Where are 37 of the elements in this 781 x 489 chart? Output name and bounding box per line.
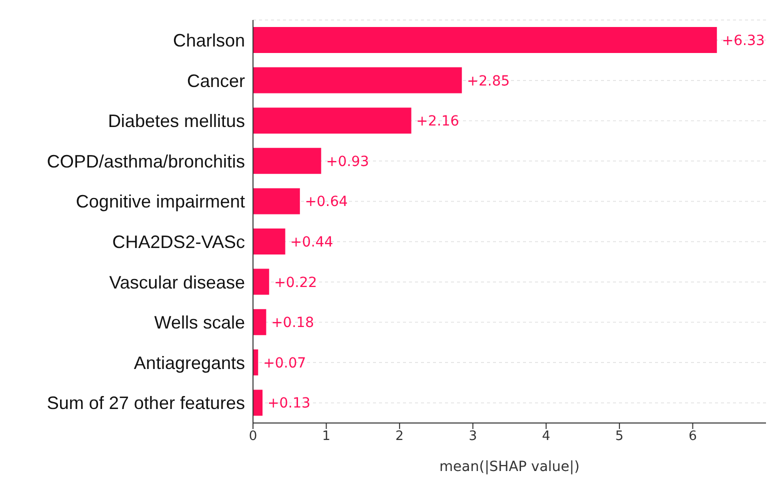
y-tick-label: Cognitive impairment	[76, 192, 245, 212]
data-label: +0.64	[304, 194, 348, 210]
bar	[253, 228, 286, 254]
x-tick-label: 6	[688, 429, 697, 444]
data-label: +0.18	[271, 315, 314, 332]
bar	[253, 108, 412, 134]
x-tick-label: 4	[542, 429, 550, 444]
y-tick-label: Sum of 27 other features	[46, 393, 245, 414]
data-label: +0.93	[326, 154, 370, 170]
x-tick-label: 3	[468, 429, 477, 444]
y-tick-label: Cancer	[186, 70, 245, 91]
y-tick-label: Diabetes mellitus	[108, 111, 245, 132]
data-label: +0.22	[274, 274, 318, 291]
y-tick-label: CHA2DS2-VASc	[112, 232, 245, 252]
x-axis-title: mean(|SHAP value|)	[439, 459, 580, 475]
y-tick-label: Vascular disease	[109, 272, 245, 292]
x-tick-label: 1	[322, 429, 330, 444]
data-label: +6.33	[722, 32, 765, 49]
bar	[253, 390, 263, 416]
bar	[253, 268, 270, 295]
y-tick-label: COPD/asthma/bronchitis	[46, 151, 245, 172]
bar	[253, 148, 322, 174]
y-tick-label: Wells scale	[154, 312, 245, 333]
bar	[253, 309, 266, 336]
bar	[253, 27, 717, 53]
data-label: +2.85	[466, 73, 510, 90]
y-tick-label: Antiagregants	[134, 352, 245, 373]
data-label: +0.44	[290, 234, 334, 250]
bar	[253, 188, 300, 214]
data-label: +0.07	[263, 355, 306, 372]
y-tick-label: Charlson	[172, 30, 245, 51]
data-label: +0.13	[268, 396, 310, 412]
data-label: +2.16	[416, 114, 460, 130]
x-tick-label: 2	[395, 429, 404, 444]
bar	[253, 67, 462, 94]
x-tick-label: 0	[248, 429, 258, 444]
x-tick-label: 5	[615, 429, 624, 444]
